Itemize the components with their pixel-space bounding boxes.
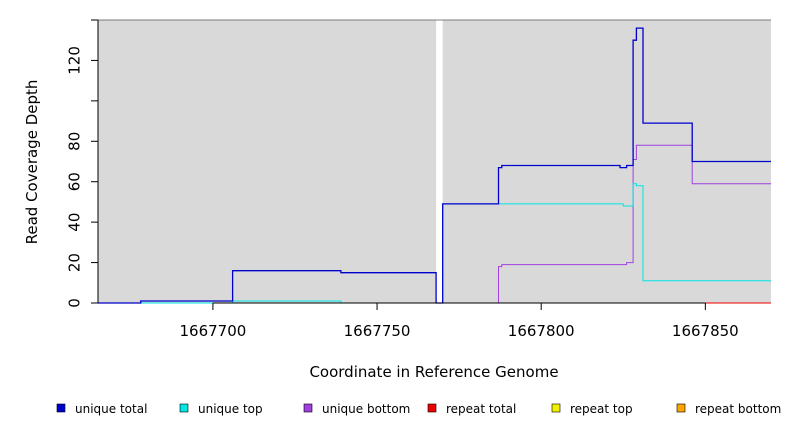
series-unique-bottom [98, 144, 771, 304]
legend: unique total unique top unique bottom repea… [56, 402, 781, 416]
legend-item: unique total [56, 402, 147, 416]
legend-label: unique top [198, 402, 263, 416]
legend-swatch [427, 403, 437, 413]
legend-item: unique bottom [303, 402, 410, 416]
legend-label: repeat bottom [695, 402, 781, 416]
legend-swatch [551, 403, 561, 413]
legend-item: repeat top [551, 402, 633, 416]
legend-label: repeat total [446, 402, 516, 416]
y-tick-label: 60 [66, 172, 84, 191]
x-tick-label: 1667850 [672, 322, 739, 340]
x-axis-title: Coordinate in Reference Genome [309, 363, 558, 381]
series-unique-total [98, 27, 771, 304]
legend-label: unique total [75, 402, 147, 416]
y-tick-label: 0 [66, 298, 84, 308]
y-axis-title: Read Coverage Depth [23, 80, 41, 245]
legend-item: repeat total [427, 402, 516, 416]
legend-label: repeat top [570, 402, 633, 416]
y-tick-label: 20 [66, 253, 84, 272]
y-tick-label: 40 [66, 213, 84, 232]
x-tick-label: 1667750 [344, 322, 411, 340]
y-tick-label: 80 [66, 132, 84, 151]
series-unique-top [98, 183, 771, 304]
shaded-region-1 [98, 20, 437, 303]
legend-swatch [303, 403, 313, 413]
x-tick-label: 1667800 [508, 322, 575, 340]
y-tick-label: 120 [66, 46, 84, 75]
legend-swatch [56, 403, 66, 413]
axes: 0 20 40 60 80 120 1667700 1667750 1667800 1667850 [66, 19, 771, 340]
legend-swatch [179, 403, 189, 413]
legend-item: repeat bottom [676, 402, 781, 416]
x-tick-label: 1667700 [179, 322, 246, 340]
shaded-regions [98, 20, 771, 303]
legend-label: unique bottom [322, 402, 410, 416]
legend-item: unique top [179, 402, 263, 416]
legend-swatch [676, 403, 686, 413]
